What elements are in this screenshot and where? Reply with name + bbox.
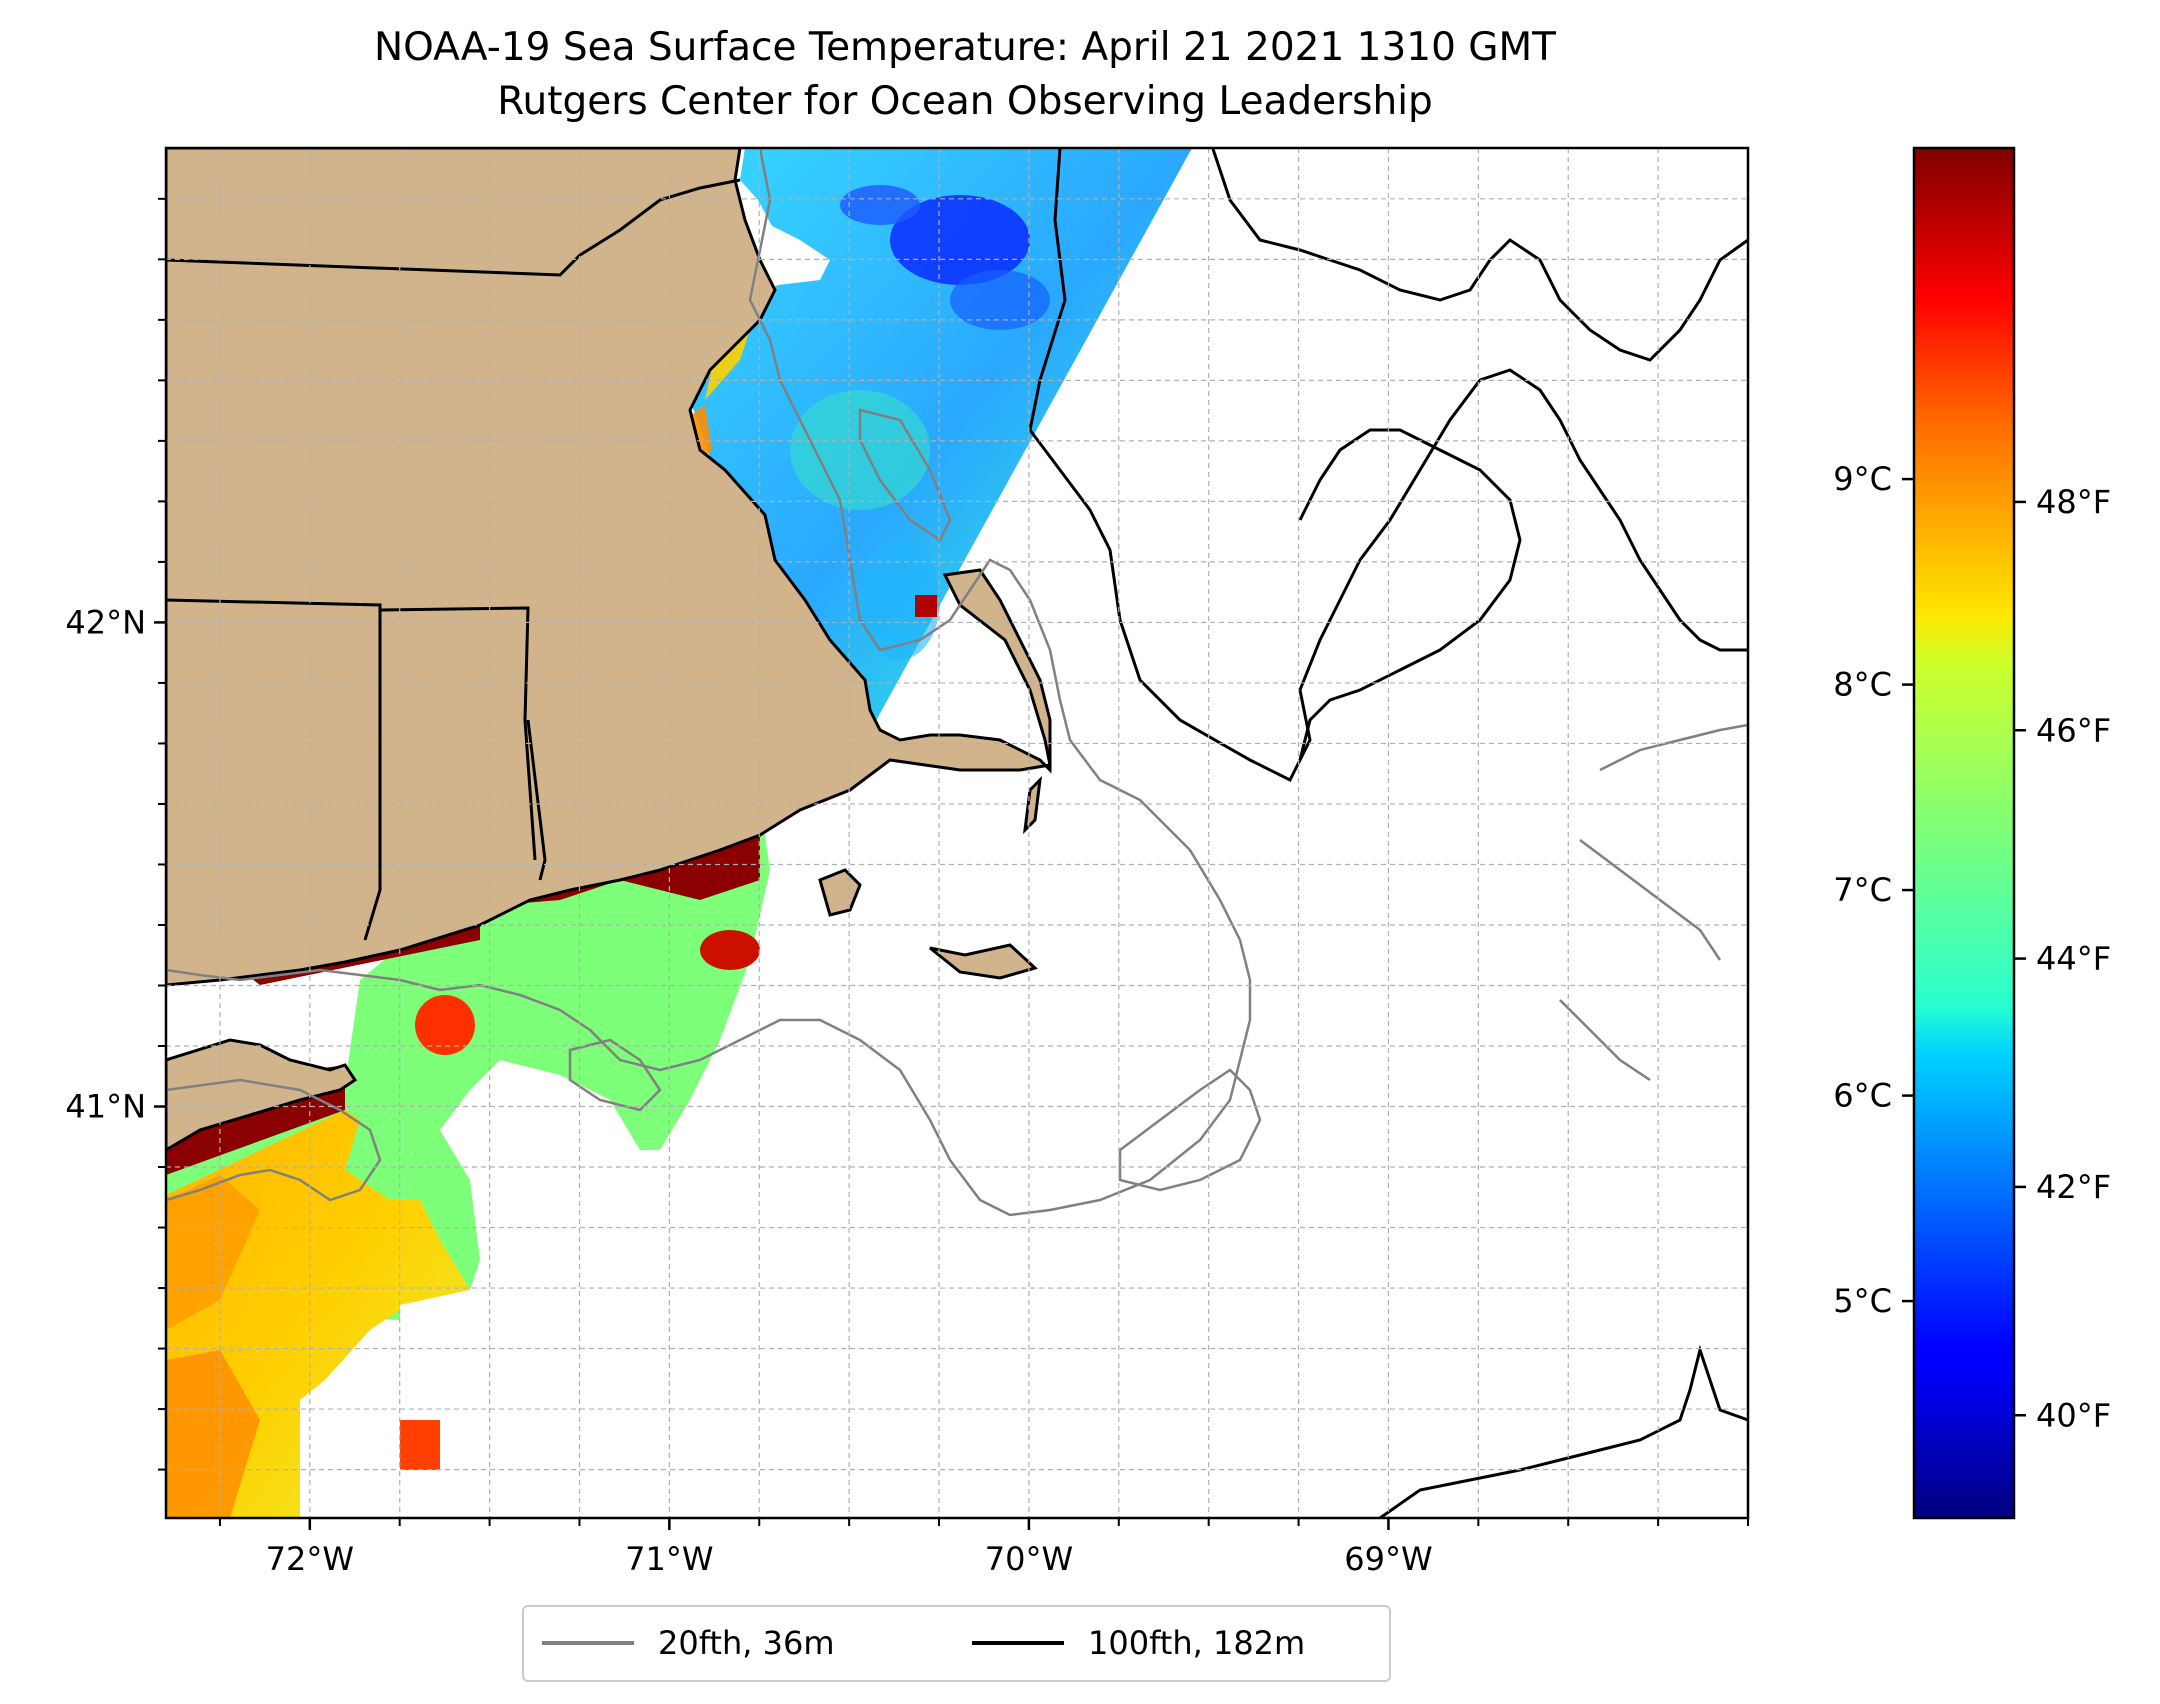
fahrenheit-tick-label: 40°F (2036, 1396, 2111, 1434)
warm-patch (415, 995, 475, 1055)
x-tick-label: 69°W (1344, 1540, 1432, 1578)
sst-patch (860, 540, 940, 660)
contour-20fth (1118, 1068, 1262, 1192)
cold-patch (890, 195, 1030, 285)
celsius-tick-label: 8°C (1833, 666, 1892, 704)
cold-patch (840, 185, 920, 225)
state-border (166, 178, 741, 277)
contour-100fth (1028, 148, 1748, 783)
contour-100fth (1298, 428, 1522, 761)
legend-label: 100fth, 182m (1088, 1624, 1306, 1662)
fahrenheit-tick-label: 46°F (2036, 711, 2111, 749)
warm-patch (400, 1420, 440, 1470)
warm-patch (700, 930, 760, 970)
celsius-tick-label: 7°C (1833, 871, 1892, 909)
chart-title: NOAA-19 Sea Surface Temperature: April 2… (373, 25, 1557, 70)
fahrenheit-tick-label: 48°F (2036, 483, 2111, 521)
map-gridlines (166, 148, 1748, 1518)
legend-swatch (972, 1641, 1064, 1645)
celsius-tick-label: 6°C (1833, 1077, 1892, 1115)
map-frame (164, 146, 1750, 1520)
contour-100fth (1211, 148, 1748, 362)
legend: 20fth, 36m 100fth, 182m (522, 1605, 1391, 1682)
contour-20fth (858, 408, 952, 542)
map-content (166, 148, 1748, 1518)
celsius-tick-label: 9°C (1833, 460, 1892, 498)
sst-swath-north (690, 148, 1192, 728)
contour-20fth (1599, 723, 1748, 772)
warm-patch (166, 1350, 260, 1518)
y-tick-label: 41°N (65, 1088, 146, 1126)
chart-subtitle: Rutgers Center for Ocean Observing Leade… (497, 79, 1433, 124)
sst-patch (790, 390, 930, 510)
state-border (526, 719, 547, 881)
legend-swatch (542, 1641, 634, 1645)
fahrenheit-tick-label: 44°F (2036, 940, 2111, 978)
map-axis-ticks: 72°W 71°W 70°W 69°W 42°N 41°N (65, 197, 1749, 1578)
x-tick-label: 72°W (266, 1540, 354, 1578)
warm-patch (915, 595, 937, 617)
cold-patch (950, 270, 1050, 330)
x-tick-label: 70°W (985, 1540, 1073, 1578)
contour-20fth (166, 1078, 382, 1202)
colorbar (1912, 146, 2016, 1520)
colorbar-ticks: 9°C 8°C 7°C 6°C 5°C 48°F 46°F 44°F 42°F 40°F (1833, 460, 2111, 1434)
land-nantucket (929, 943, 1038, 980)
state-border (379, 606, 537, 861)
land-long-island (166, 1038, 358, 1152)
y-tick-label: 42°N (65, 603, 146, 641)
land-new-england (166, 148, 1052, 987)
state-border (166, 598, 382, 941)
fahrenheit-tick-label: 42°F (2036, 1168, 2111, 1206)
contour-20fth (568, 1038, 662, 1112)
celsius-tick-label: 5°C (1833, 1282, 1892, 1320)
contour-20fth (1579, 839, 1722, 961)
contour-100fth (1379, 1344, 1748, 1518)
legend-label: 20fth, 36m (658, 1624, 835, 1662)
land-martha's-vineyard (818, 868, 862, 917)
warm-patch (166, 1175, 260, 1330)
contour-20fth (166, 148, 1252, 1217)
x-tick-label: 71°W (625, 1540, 713, 1578)
legend-item-20fth: 20fth, 36m (542, 1621, 834, 1665)
legend-item-100fth: 100fth, 182m (972, 1621, 1305, 1665)
contour-20fth (1559, 999, 1651, 1082)
